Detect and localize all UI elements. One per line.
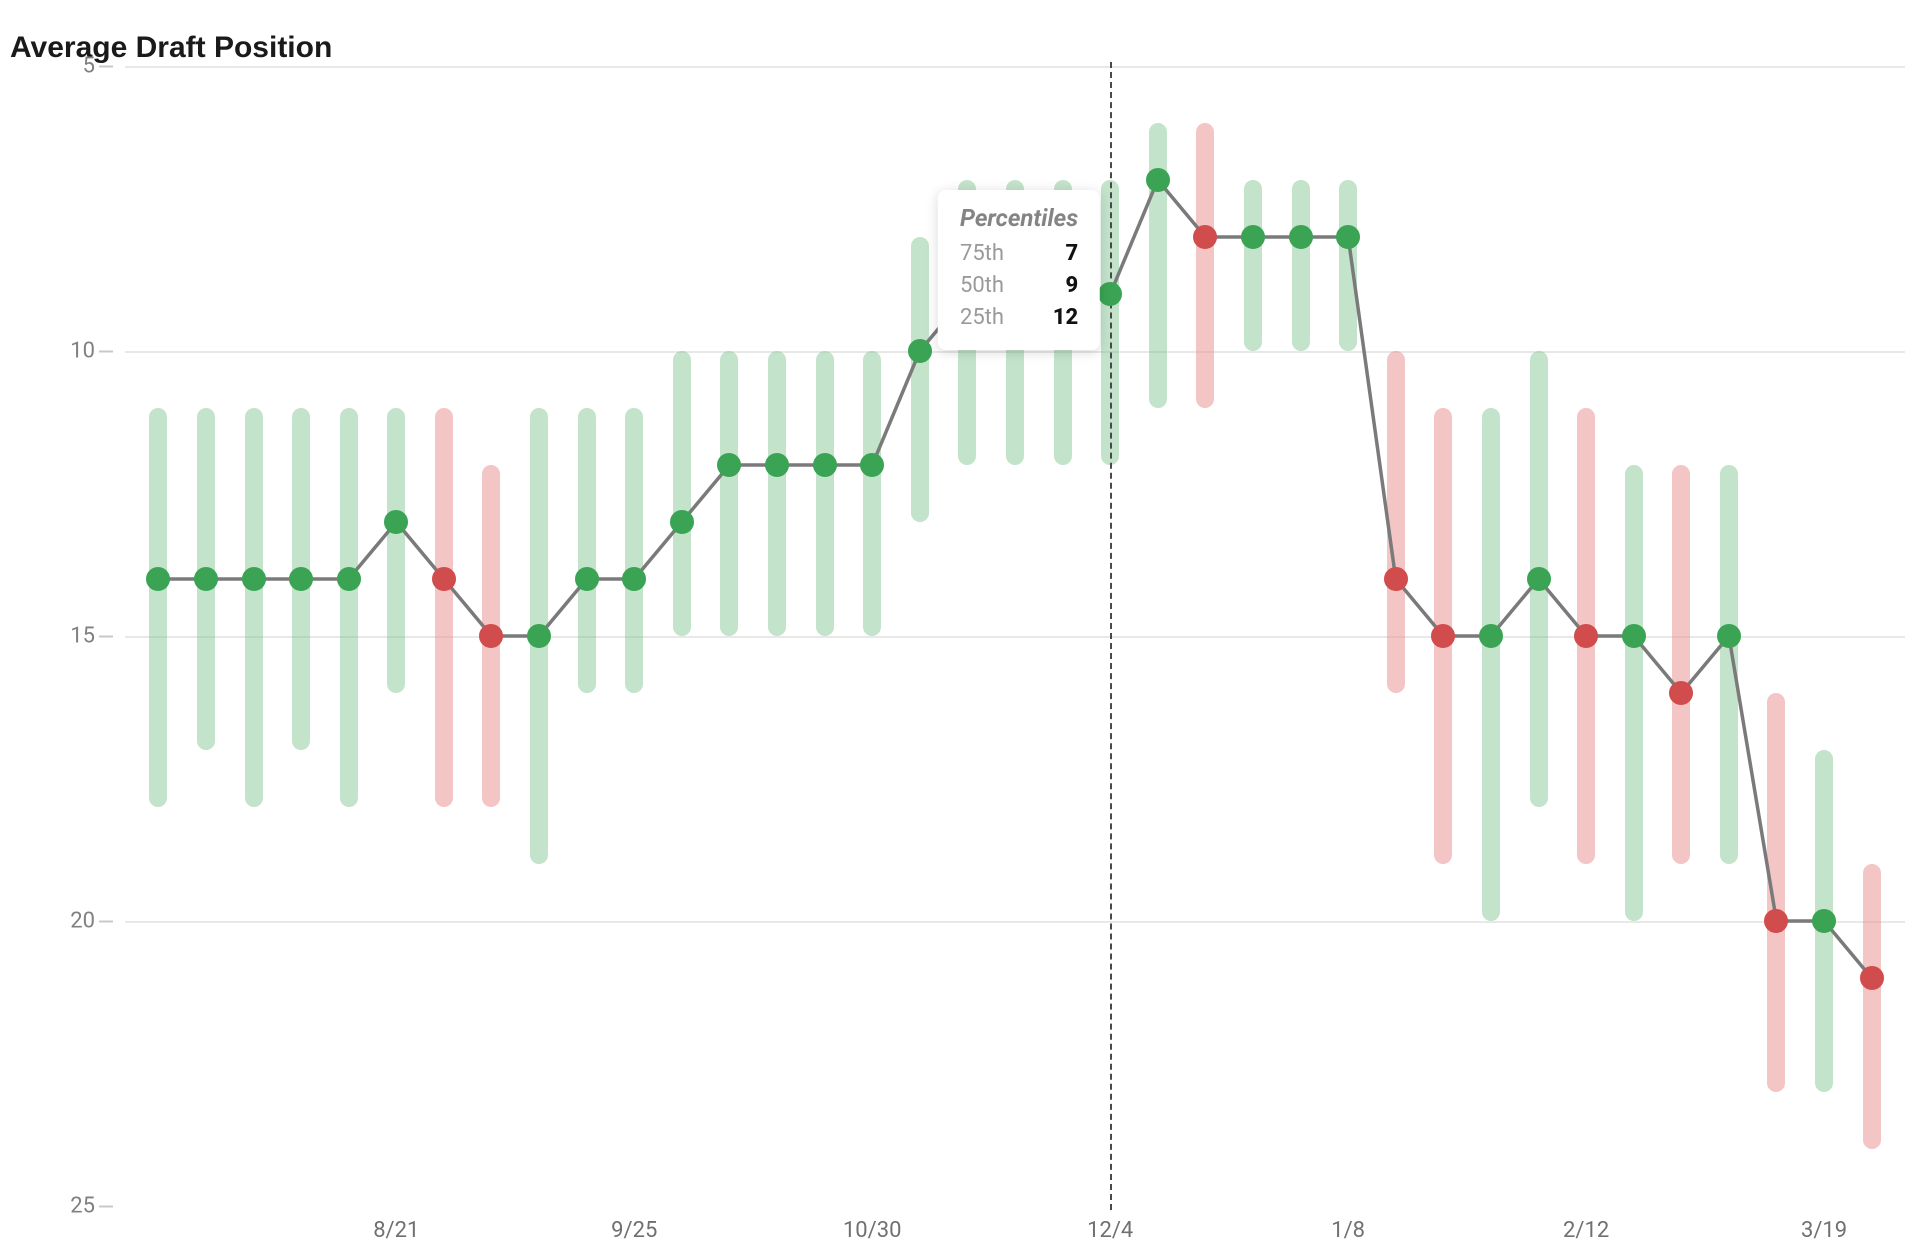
data-dot[interactable] xyxy=(1669,681,1693,705)
data-dot[interactable] xyxy=(1479,624,1503,648)
tooltip-value: 12 xyxy=(1053,302,1078,334)
gridline xyxy=(125,66,1905,68)
data-dot[interactable] xyxy=(337,567,361,591)
data-dot[interactable] xyxy=(1289,225,1313,249)
x-axis-tick: 1/8 xyxy=(1331,1218,1365,1243)
tooltip-row: 25th 12 xyxy=(960,302,1078,334)
data-dot[interactable] xyxy=(813,453,837,477)
percentile-bar xyxy=(816,351,834,636)
data-dot[interactable] xyxy=(1336,225,1360,249)
data-dot[interactable] xyxy=(1860,966,1884,990)
data-dot[interactable] xyxy=(908,339,932,363)
data-dot[interactable] xyxy=(860,453,884,477)
data-dot[interactable] xyxy=(1574,624,1598,648)
data-dot[interactable] xyxy=(670,510,694,534)
data-dot[interactable] xyxy=(527,624,551,648)
y-axis-tick: 10 xyxy=(51,339,95,364)
percentile-bar xyxy=(863,351,881,636)
percentile-bar xyxy=(1244,180,1262,351)
percentile-bar xyxy=(1625,465,1643,921)
tooltip-row: 50th 9 xyxy=(960,270,1078,302)
data-dot[interactable] xyxy=(289,567,313,591)
percentile-bar xyxy=(1149,123,1167,408)
tooltip-value: 9 xyxy=(1065,270,1078,302)
percentile-bar xyxy=(1863,864,1881,1149)
x-axis-tick: 8/21 xyxy=(373,1218,419,1243)
percentile-bar xyxy=(435,408,453,807)
percentile-bar xyxy=(1720,465,1738,864)
data-dot[interactable] xyxy=(1717,624,1741,648)
data-dot[interactable] xyxy=(1622,624,1646,648)
percentile-bar xyxy=(1196,123,1214,408)
percentile-bar xyxy=(1767,693,1785,1092)
percentile-bar xyxy=(1292,180,1310,351)
data-dot[interactable] xyxy=(242,567,266,591)
percentile-bar xyxy=(149,408,167,807)
x-axis-tick: 10/30 xyxy=(843,1218,902,1243)
data-dot[interactable] xyxy=(575,567,599,591)
percentile-bar xyxy=(245,408,263,807)
x-axis-tick: 12/4 xyxy=(1087,1218,1133,1243)
data-dot[interactable] xyxy=(194,567,218,591)
tooltip-label: 25th xyxy=(960,302,1004,334)
tooltip-value: 7 xyxy=(1065,238,1078,270)
data-dot[interactable] xyxy=(717,453,741,477)
data-dot[interactable] xyxy=(622,567,646,591)
adp-chart[interactable]: 5101520258/219/2510/3012/41/82/123/19Per… xyxy=(125,66,1905,1206)
gridline xyxy=(125,921,1905,923)
tooltip-title: Percentiles xyxy=(960,204,1078,232)
data-dot[interactable] xyxy=(1193,225,1217,249)
percentile-bar xyxy=(578,408,596,693)
percentile-bar xyxy=(1387,351,1405,693)
percentile-bar xyxy=(387,408,405,693)
y-axis-tick: 5 xyxy=(51,54,95,79)
percentile-tooltip: Percentiles 75th 7 50th 9 25th 12 xyxy=(938,190,1100,350)
data-dot[interactable] xyxy=(1527,567,1551,591)
data-dot[interactable] xyxy=(1241,225,1265,249)
x-axis-tick: 2/12 xyxy=(1563,1218,1609,1243)
data-dot[interactable] xyxy=(1812,909,1836,933)
data-dot[interactable] xyxy=(1431,624,1455,648)
data-dot[interactable] xyxy=(432,567,456,591)
percentile-bar xyxy=(340,408,358,807)
data-dot[interactable] xyxy=(384,510,408,534)
tooltip-row: 75th 7 xyxy=(960,238,1078,270)
x-axis-tick: 3/19 xyxy=(1801,1218,1847,1243)
data-dot[interactable] xyxy=(146,567,170,591)
tooltip-label: 50th xyxy=(960,270,1004,302)
percentile-bar xyxy=(625,408,643,693)
tooltip-label: 75th xyxy=(960,238,1004,270)
data-dot[interactable] xyxy=(479,624,503,648)
percentile-bar xyxy=(1339,180,1357,351)
percentile-bar xyxy=(720,351,738,636)
data-dot[interactable] xyxy=(1146,168,1170,192)
data-dot[interactable] xyxy=(1764,909,1788,933)
y-axis-tick: 15 xyxy=(51,624,95,649)
data-dot[interactable] xyxy=(1384,567,1408,591)
percentile-bar xyxy=(1482,408,1500,921)
data-dot[interactable] xyxy=(1098,282,1122,306)
percentile-bar xyxy=(768,351,786,636)
percentile-bar xyxy=(911,237,929,522)
hover-line xyxy=(1110,62,1112,1210)
percentile-bar xyxy=(1672,465,1690,864)
data-dot[interactable] xyxy=(765,453,789,477)
percentile-bar xyxy=(673,351,691,636)
y-axis-tick: 25 xyxy=(51,1194,95,1219)
y-axis-tick: 20 xyxy=(51,909,95,934)
x-axis-tick: 9/25 xyxy=(611,1218,657,1243)
